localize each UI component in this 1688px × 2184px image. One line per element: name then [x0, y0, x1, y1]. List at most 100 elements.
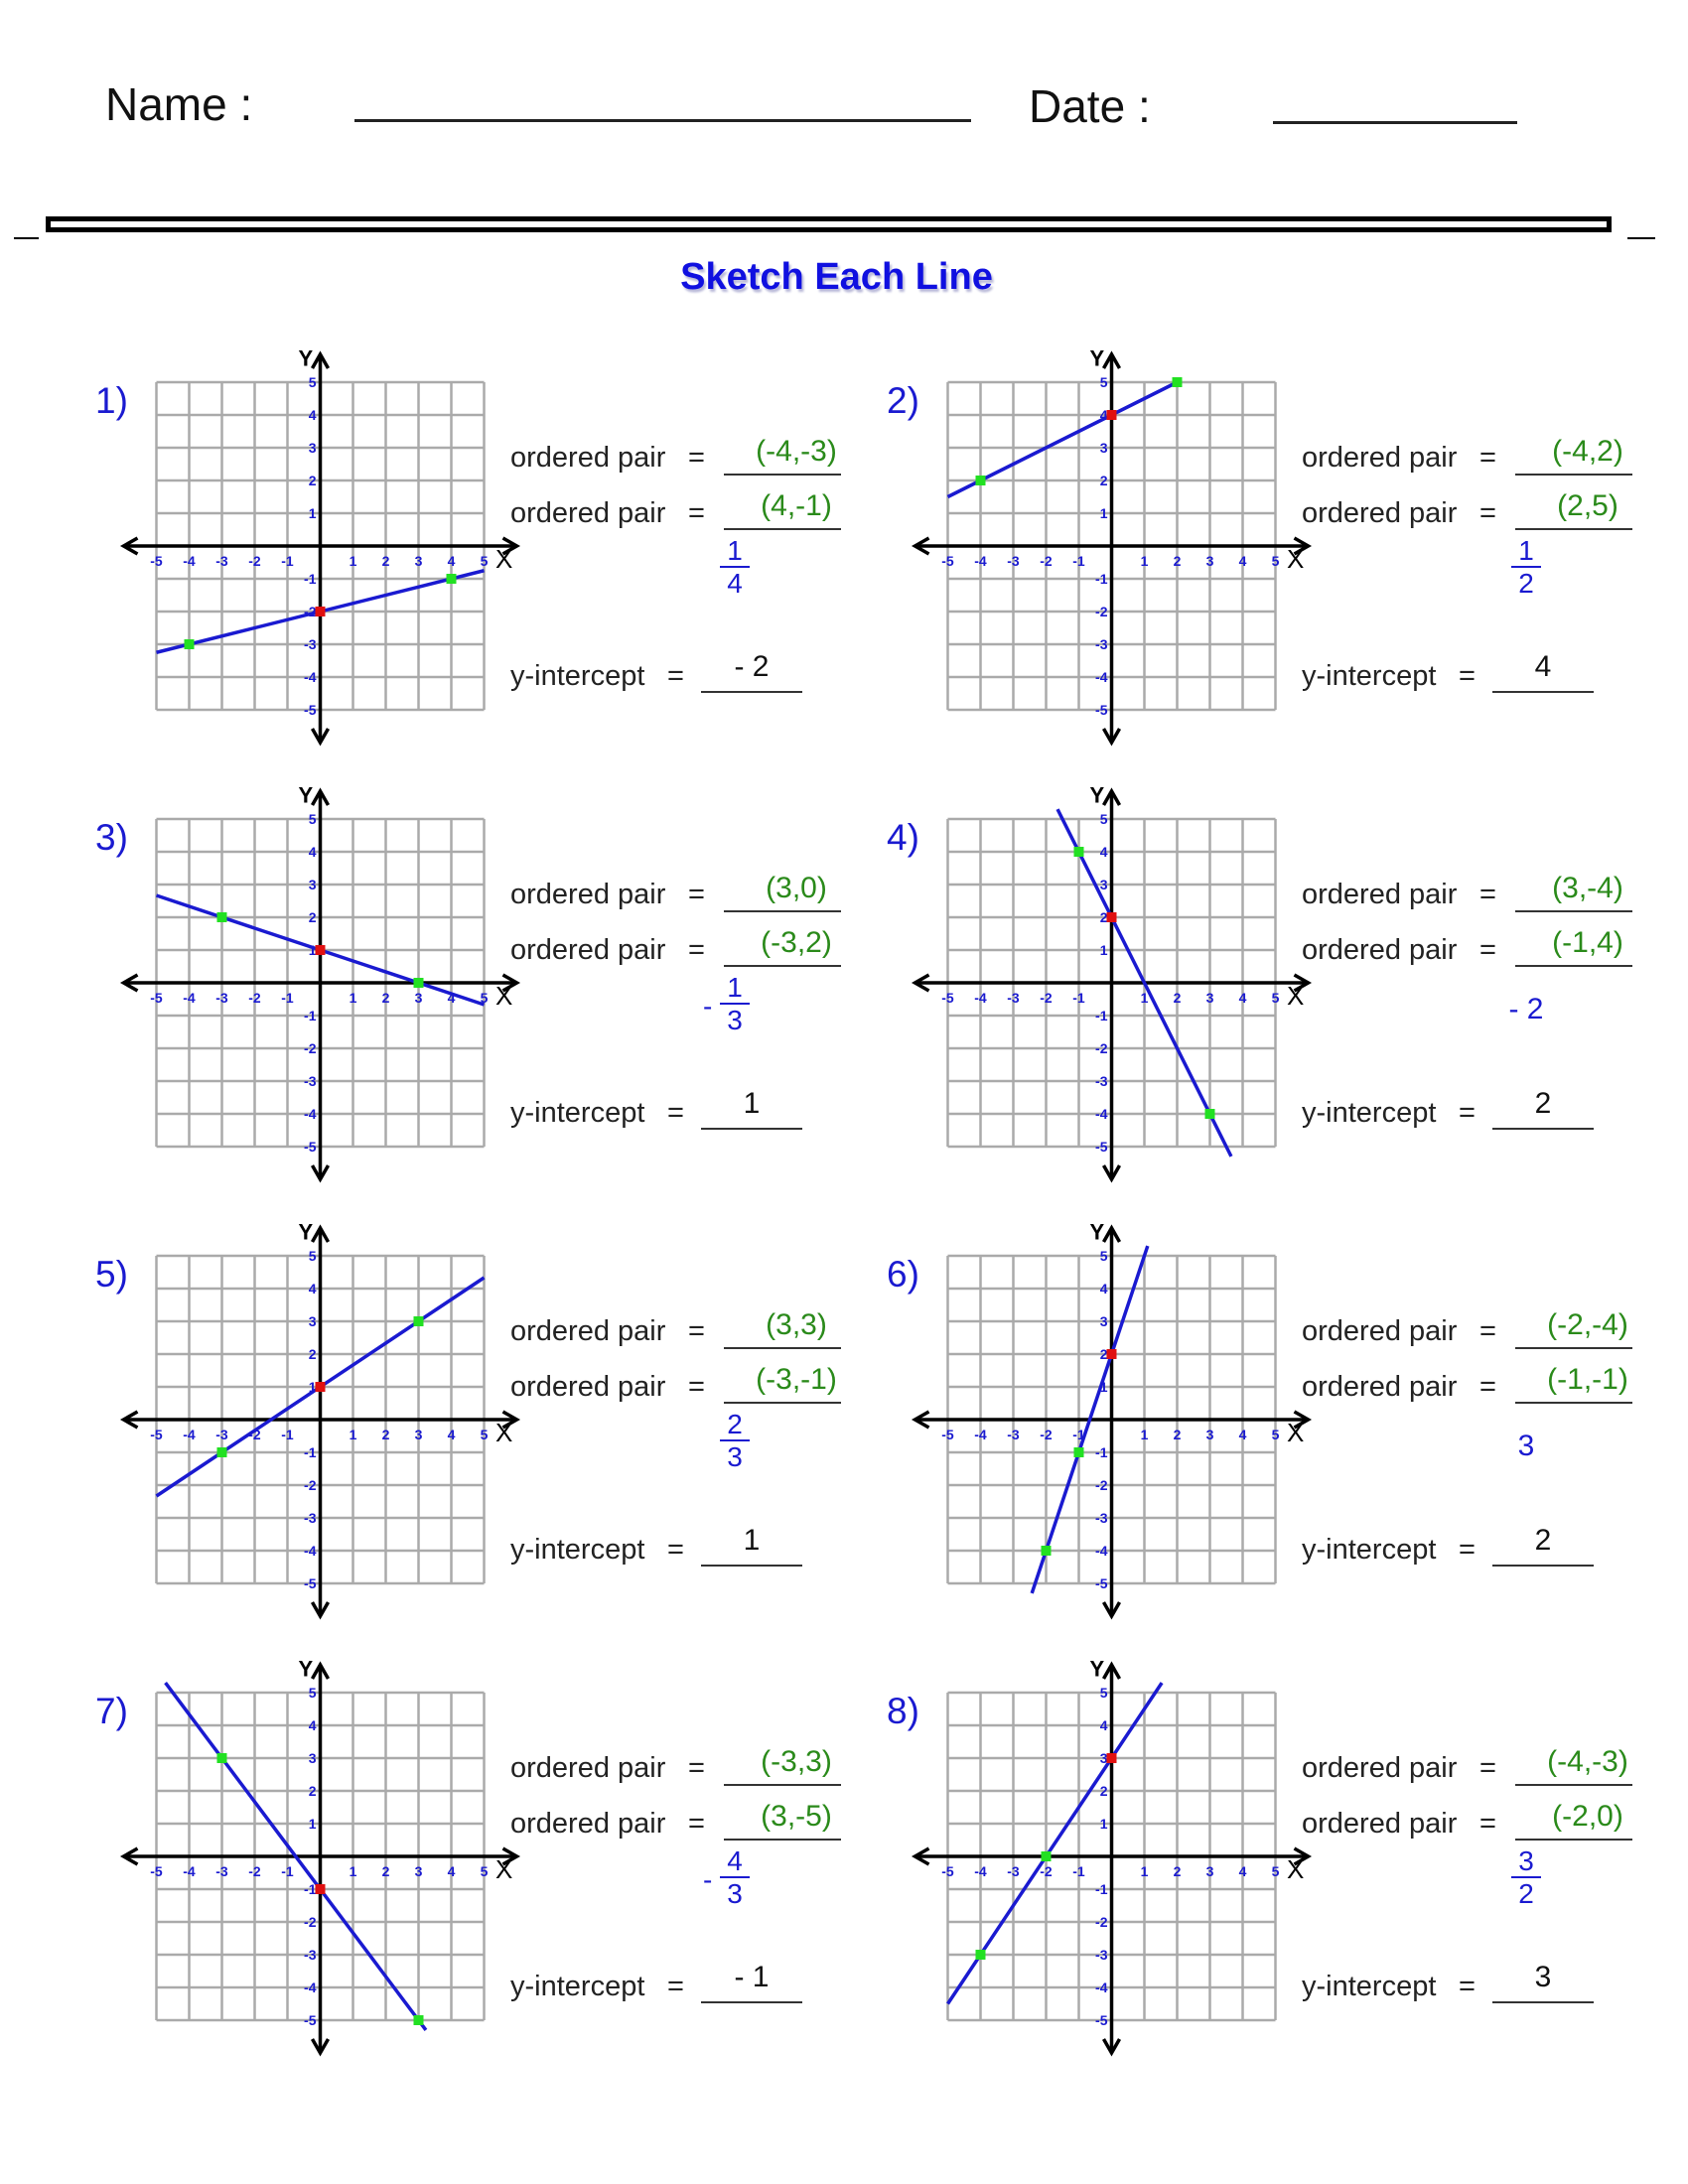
y-tick-label: 4	[309, 1281, 317, 1297]
ordered-pair-2-blank[interactable]	[1515, 528, 1632, 530]
ordered-pair-2-blank[interactable]	[724, 528, 841, 530]
x-tick-label: 1	[350, 1427, 357, 1442]
y-tick-label: 1	[1100, 942, 1108, 958]
slope-fraction: 1 2	[1511, 536, 1541, 600]
y-intercept-blank[interactable]	[1492, 2001, 1594, 2003]
y-intercept-blank[interactable]	[701, 1128, 802, 1130]
x-axis-left-arrow-icon	[119, 1410, 139, 1430]
y-tick-label: -3	[1095, 1073, 1108, 1089]
ordered-pair-2-blank[interactable]	[1515, 1839, 1632, 1841]
y-tick-label: 4	[309, 407, 317, 423]
x-tick-label: -3	[215, 1427, 228, 1442]
y-intercept-label: y-intercept	[1302, 660, 1437, 692]
slope-denominator: 2	[1518, 568, 1534, 599]
plotted-point	[446, 574, 457, 584]
x-tick-label: -3	[1007, 1427, 1020, 1442]
y-intercept-blank[interactable]	[701, 1565, 802, 1567]
x-tick-label: 4	[448, 553, 456, 569]
equals-sign: =	[1459, 1097, 1476, 1129]
equals-sign: =	[667, 1534, 684, 1566]
y-tick-label: -3	[304, 636, 317, 652]
ordered-pair-2-blank[interactable]	[724, 1839, 841, 1841]
y-tick-label: -2	[304, 1477, 317, 1493]
y-intercept-blank[interactable]	[1492, 691, 1594, 693]
x-tick-label: -1	[281, 1427, 294, 1442]
x-tick-label: 3	[415, 1863, 423, 1879]
equals-sign: =	[667, 1097, 684, 1129]
x-axis-left-arrow-icon	[119, 973, 139, 993]
x-axis-left-arrow-icon	[119, 1846, 139, 1866]
ordered-pair-1-blank[interactable]	[1515, 910, 1632, 912]
equals-sign: =	[688, 934, 705, 966]
x-tick-label: -4	[974, 990, 987, 1006]
ordered-pair-1-blank[interactable]	[724, 1347, 841, 1349]
x-axis-left-arrow-icon	[911, 1410, 930, 1430]
ordered-pair-1-blank[interactable]	[1515, 1347, 1632, 1349]
y-tick-label: 4	[1100, 1717, 1108, 1733]
slope-fraction: 3 2	[1511, 1846, 1541, 1910]
x-tick-label: 2	[1174, 1427, 1182, 1442]
ordered-pair-2-blank[interactable]	[724, 1402, 841, 1404]
y-tick-label: 3	[1100, 440, 1108, 456]
ordered-pair-1-blank[interactable]	[724, 910, 841, 912]
x-tick-label: -1	[1072, 1863, 1085, 1879]
ordered-pair-1-blank[interactable]	[1515, 474, 1632, 476]
y-intercept-blank[interactable]	[1492, 1128, 1594, 1130]
graphed-line	[946, 380, 1179, 499]
equals-sign: =	[1459, 1971, 1476, 2002]
ordered-pair-2-value: (3,-5)	[761, 1800, 832, 1833]
slope: 3	[1477, 1410, 1576, 1479]
y-tick-label: 1	[1100, 505, 1108, 521]
y-tick-label: -4	[304, 1543, 317, 1559]
y-tick-label: 2	[1100, 473, 1108, 488]
ordered-pair-1-value: (3,0)	[766, 872, 827, 904]
y-tick-label: 2	[309, 1783, 317, 1799]
y-intercept-blank[interactable]	[701, 691, 802, 693]
y-axis-up-arrow-icon	[1101, 350, 1122, 369]
plotted-point	[184, 639, 195, 649]
y-tick-label: 5	[309, 811, 317, 827]
y-tick-label: -5	[1095, 2012, 1108, 2028]
y-axis-label: Y	[299, 346, 314, 371]
x-tick-label: 5	[481, 990, 489, 1006]
ordered-pair-2-blank[interactable]	[724, 965, 841, 967]
x-tick-label: -5	[150, 1427, 163, 1442]
y-intercept-blank[interactable]	[701, 2001, 802, 2003]
slope-denominator: 2	[1518, 1878, 1534, 1909]
ordered-pair-1-value: (3,-4)	[1552, 872, 1623, 904]
x-tick-label: -3	[215, 1863, 228, 1879]
y-intercept-point	[315, 945, 326, 955]
x-axis-left-arrow-icon	[911, 1846, 930, 1866]
y-tick-label: -3	[1095, 1510, 1108, 1526]
y-axis-up-arrow-icon	[310, 787, 331, 806]
ordered-pair-2-value: (-2,0)	[1552, 1800, 1623, 1833]
ordered-pair-1-blank[interactable]	[1515, 1784, 1632, 1786]
ordered-pair-1-blank[interactable]	[724, 474, 841, 476]
y-intercept-blank[interactable]	[1492, 1565, 1594, 1567]
ordered-pair-1-blank[interactable]	[724, 1784, 841, 1786]
x-tick-label: 4	[448, 1863, 456, 1879]
y-tick-label: 1	[309, 1379, 317, 1395]
ordered-pair-2-blank[interactable]	[1515, 1402, 1632, 1404]
slope-denominator: 3	[727, 1005, 743, 1035]
y-tick-label: 4	[1100, 407, 1108, 423]
y-axis-label: Y	[1090, 1657, 1105, 1682]
y-axis-label: Y	[299, 1220, 314, 1245]
x-tick-label: -2	[1040, 553, 1053, 569]
slope-numerator: 4	[720, 1846, 750, 1878]
name-field[interactable]	[354, 119, 971, 122]
x-axis-right-arrow-icon	[1293, 973, 1313, 993]
ordered-pair-2-blank[interactable]	[1515, 965, 1632, 967]
x-tick-label: 2	[382, 553, 390, 569]
x-tick-label: -5	[941, 1863, 954, 1879]
plotted-point	[975, 1950, 986, 1960]
equals-sign: =	[1479, 497, 1496, 529]
equals-sign: =	[688, 879, 705, 910]
date-field[interactable]	[1273, 121, 1517, 124]
plotted-point	[216, 912, 227, 922]
ordered-pair-1-label: ordered pair	[510, 1315, 666, 1347]
x-tick-label: 4	[1239, 553, 1247, 569]
